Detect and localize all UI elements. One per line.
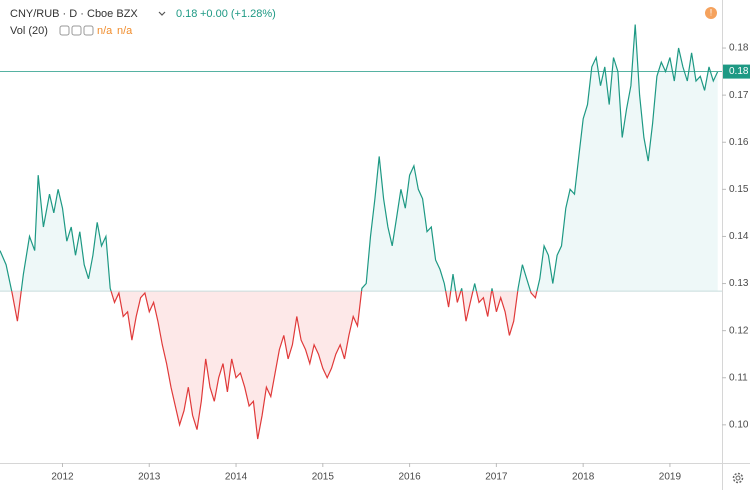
area-below [11,291,537,439]
y-tick-label: 0.10 [729,419,749,430]
plot-area [0,24,722,440]
last-price: 0.18 [176,8,197,20]
x-tick-label: 2017 [485,472,508,483]
x-tick-label: 2016 [398,472,421,483]
x-tick-label: 2015 [312,472,335,483]
axes: 0.10 0.11 0.12 0.13 0.14 0.15 0.16 0.17 0.18 2012… [51,43,750,483]
y-tick-label: 0.17 [729,90,749,101]
symbol-chevron[interactable] [158,11,166,16]
y-tick-label: 0.13 [729,278,749,289]
area-above [0,24,718,292]
x-tick-label: 2018 [572,472,595,483]
settings-icon[interactable] [732,472,744,484]
indicator-buttons[interactable] [59,25,94,36]
alert-icon-mark: ! [710,7,713,17]
y-tick-label: 0.14 [729,231,749,242]
y-tick-label: 0.12 [729,325,749,336]
price-tag [723,64,750,79]
y-tick-label: 0.18 [729,43,749,54]
y-tick-label: 0.11 [729,372,748,383]
x-tick-label: 2013 [138,472,161,483]
price-tag-label: 0.18 [729,66,749,77]
x-tick-label: 2012 [51,472,74,483]
line-below [11,291,538,440]
line-above [0,24,719,292]
price-change: +0.00 (+1.28%) [200,8,276,20]
y-tick-label: 0.16 [729,137,749,148]
indicator-value: n/a [117,25,133,37]
y-tick-label: 0.15 [729,184,749,195]
indicator[interactable]: Vol (20) [10,25,48,37]
indicator-value: n/a [97,25,113,37]
symbol[interactable]: CNY/RUB · D · Cboe BZX [10,8,138,20]
x-tick-label: 2014 [225,472,248,483]
alert-icon[interactable] [705,7,717,19]
x-tick-label: 2019 [659,472,682,483]
